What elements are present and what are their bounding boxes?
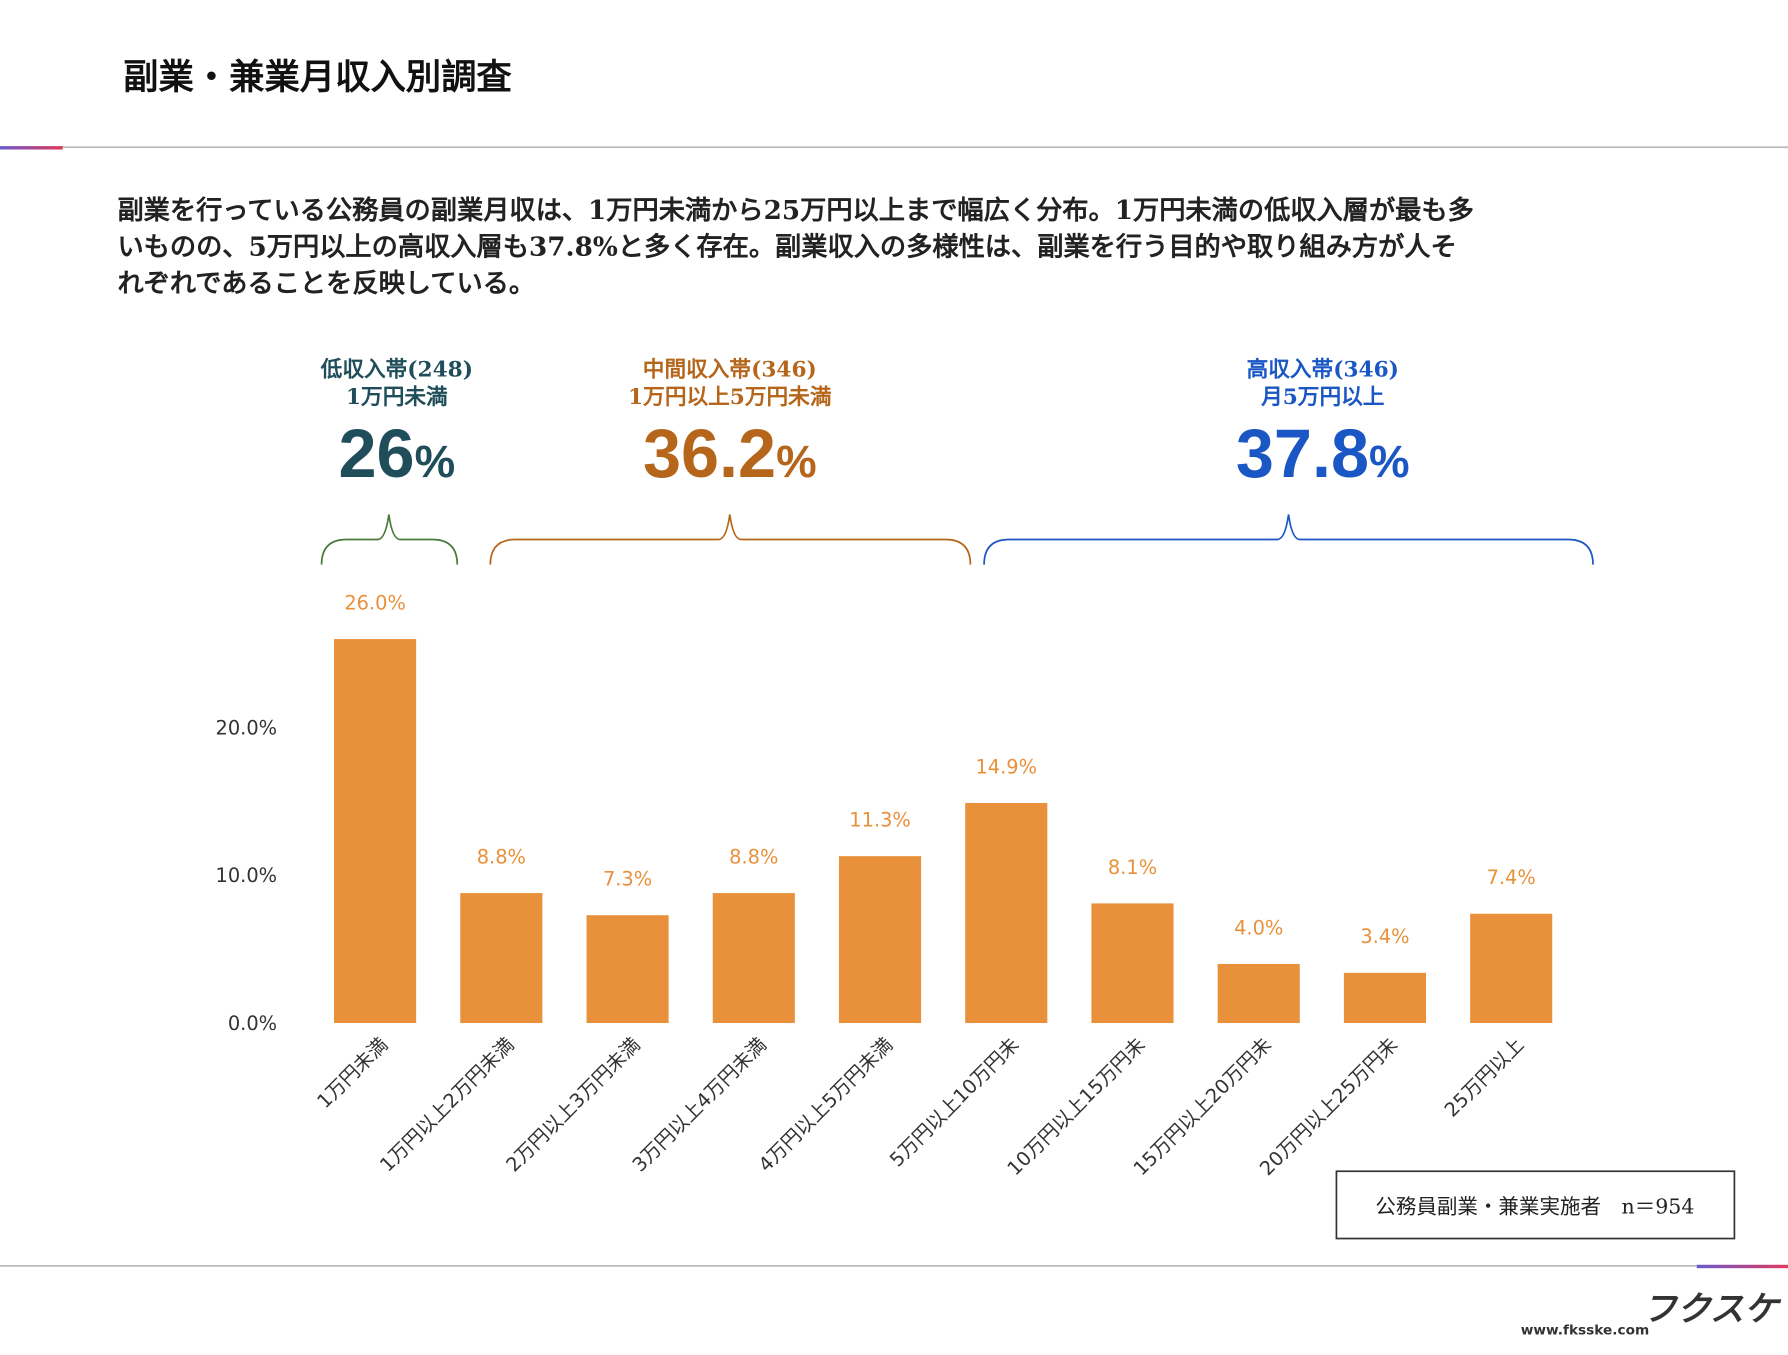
x-tick-label: 15万円以上20万円未 bbox=[1129, 1033, 1276, 1180]
description-line: れぞれであることを反映している。 bbox=[117, 268, 535, 299]
x-tick-label: 25万円以上 bbox=[1440, 1033, 1528, 1121]
bar bbox=[334, 639, 417, 1024]
brace bbox=[983, 514, 1594, 565]
bar bbox=[460, 893, 543, 1024]
note: 公務員副業・兼業実施者 n＝954 bbox=[1375, 1194, 1694, 1218]
value-label: 7.4% bbox=[1487, 866, 1536, 889]
group-subtitle: 1万円以上5万円未満 bbox=[628, 384, 832, 410]
footer-url: www.fksske.com bbox=[1521, 1322, 1649, 1338]
description: 副業を行っている公務員の副業月収は、1万円未満から25万円以上まで幅広く分布。1… bbox=[117, 195, 1473, 299]
group-title: 低収入帯(248) bbox=[320, 356, 473, 382]
group-unit: % bbox=[415, 436, 456, 487]
value-label: 7.3% bbox=[603, 868, 652, 891]
value-label: 26.0% bbox=[344, 591, 406, 614]
accent bbox=[0, 146, 63, 150]
description-line: いものの、5万円以上の高収入層も37.8%と多く存在。副業収入の多様性は、副業を… bbox=[117, 232, 1456, 263]
value-label: 8.8% bbox=[477, 845, 526, 868]
group-subtitle: 1万円未満 bbox=[346, 384, 448, 410]
group-subtitle: 月5万円以上 bbox=[1260, 385, 1384, 410]
brace bbox=[489, 514, 972, 565]
group-title: 高収入帯(346) bbox=[1247, 356, 1399, 382]
brace bbox=[320, 514, 459, 565]
page-title: 副業・兼業月収入別調査 bbox=[123, 57, 512, 98]
y-tick-label: 0.0% bbox=[228, 1012, 277, 1035]
groups: 低収入帯(248)1万円未満 26% 中間収入帯(346)1万円以上5万円未満 36.… bbox=[320, 356, 1594, 565]
x-tick-label: 3万円以上4万円未満 bbox=[628, 1033, 771, 1176]
value-label: 11.3% bbox=[849, 808, 911, 831]
group-unit: % bbox=[776, 436, 817, 487]
group-number: 26 bbox=[338, 416, 414, 492]
y-tick-label: 10.0% bbox=[216, 864, 278, 887]
value-label: 14.9% bbox=[975, 755, 1037, 778]
bar bbox=[838, 856, 922, 1024]
group-value: 36.2% bbox=[643, 416, 817, 492]
note-box bbox=[1335, 1170, 1736, 1240]
bar bbox=[1470, 913, 1553, 1024]
x-tick-label: 5万円以上10万円未 bbox=[885, 1033, 1023, 1171]
value-label: 8.8% bbox=[729, 845, 778, 868]
bar bbox=[1217, 963, 1300, 1024]
logo: フクスケ bbox=[1643, 1290, 1783, 1330]
value-label: 3.4% bbox=[1360, 925, 1409, 948]
bar bbox=[1091, 903, 1174, 1024]
x-tick-label: 4万円以上5万円未満 bbox=[754, 1033, 897, 1176]
description-line: 副業を行っている公務員の副業月収は、1万円未満から25万円以上まで幅広く分布。1… bbox=[117, 195, 1473, 226]
value-label: 8.1% bbox=[1108, 856, 1157, 879]
group-number: 37.8 bbox=[1236, 416, 1369, 492]
bar bbox=[1343, 972, 1427, 1024]
value-label: 4.0% bbox=[1234, 916, 1283, 939]
bar bbox=[586, 915, 669, 1024]
group-value: 26% bbox=[338, 416, 455, 492]
accent bbox=[1696, 1264, 1788, 1269]
x-tick-label: 1万円以上2万円未満 bbox=[375, 1033, 518, 1176]
x-tick-label: 1万円未満 bbox=[313, 1033, 393, 1113]
x-tick-label: 2万円以上3万円未満 bbox=[501, 1033, 644, 1176]
y-tick-label: 20.0% bbox=[216, 717, 278, 740]
bar bbox=[965, 802, 1048, 1024]
group-number: 36.2 bbox=[643, 416, 776, 492]
group-title: 中間収入帯(346) bbox=[643, 356, 817, 382]
x-tick-label: 20万円以上25万円未 bbox=[1255, 1033, 1402, 1180]
bar bbox=[712, 893, 795, 1024]
chart: 0.0% 10.0% 20.0% 26.0% 1万円未満 8.8% 1万円以上2万円未満 7.… bbox=[216, 591, 1553, 1180]
x-tick-label: 10万円以上15万円未 bbox=[1003, 1033, 1150, 1180]
group-unit: % bbox=[1369, 436, 1410, 487]
group-value: 37.8% bbox=[1236, 416, 1410, 492]
